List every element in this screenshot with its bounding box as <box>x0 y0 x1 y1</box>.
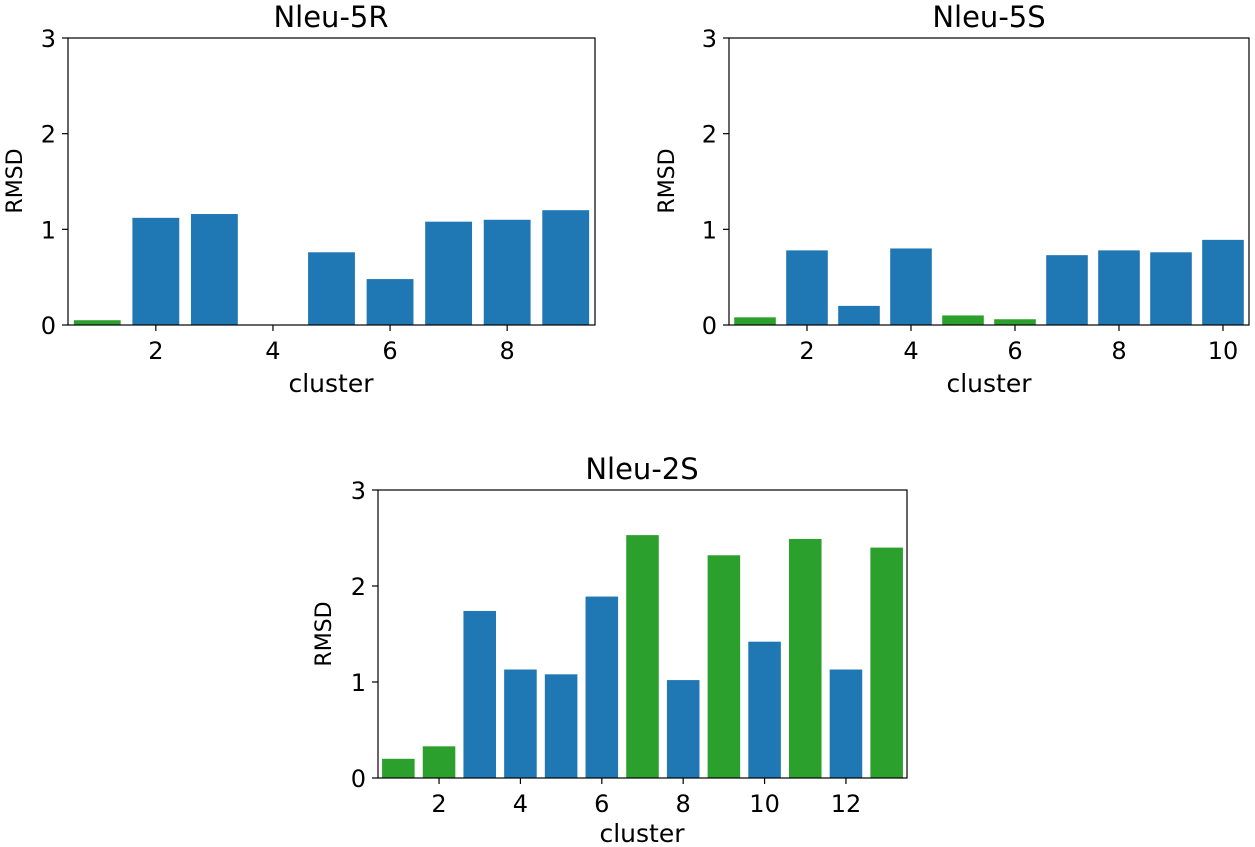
y-tick-label: 1 <box>41 216 56 244</box>
x-tick-label: 10 <box>749 790 780 818</box>
x-axis-label: cluster <box>946 369 1032 398</box>
bar-cluster-7 <box>1046 255 1088 325</box>
y-ticks: 0 1 2 3 <box>351 477 378 793</box>
x-tick-label: 12 <box>831 790 862 818</box>
bars <box>382 535 903 778</box>
y-tick-label: 3 <box>351 477 366 505</box>
x-tick-label: 6 <box>1007 337 1022 365</box>
bar-cluster-6 <box>994 319 1036 325</box>
bar-cluster-1 <box>734 317 776 325</box>
bar-cluster-10 <box>748 641 781 778</box>
x-tick-label: 2 <box>799 337 814 365</box>
x-axis-label: cluster <box>288 369 374 398</box>
plot-frame <box>67 37 596 326</box>
y-tick-label: 3 <box>41 25 56 53</box>
x-tick-label: 4 <box>903 337 918 365</box>
plot-frame <box>377 489 908 779</box>
x-tick-label: 8 <box>500 337 515 365</box>
x-tick-label: 8 <box>676 790 691 818</box>
x-ticks: 2 4 6 8 10 <box>799 325 1238 365</box>
y-axis-label: RMSD <box>312 601 337 666</box>
panel-nleu-5s: Nleu-5S cluster RMSD 0 1 2 3 2 4 6 8 10 <box>655 0 1250 398</box>
bar-cluster-11 <box>788 538 822 778</box>
bar-cluster-6 <box>585 596 619 778</box>
panel-title: Nleu-2S <box>585 452 698 486</box>
bar-cluster-5 <box>544 674 578 778</box>
bar-cluster-10 <box>1202 239 1244 325</box>
bar-cluster-9 <box>707 555 741 778</box>
bar-cluster-3 <box>190 214 238 325</box>
y-tick-label: 0 <box>702 312 717 340</box>
panel-nleu-5r: Nleu-5R cluster RMSD 0 1 2 3 2 4 6 8 <box>3 0 596 398</box>
bar-cluster-2 <box>132 217 180 325</box>
bar-cluster-12 <box>829 669 863 778</box>
x-ticks: 2 4 6 8 <box>148 325 515 365</box>
x-tick-label: 6 <box>382 337 397 365</box>
y-tick-label: 2 <box>41 121 56 149</box>
y-tick-label: 1 <box>702 216 717 244</box>
bar-cluster-5 <box>942 315 984 325</box>
bar-cluster-1 <box>382 758 415 778</box>
bar-cluster-9 <box>1150 252 1192 325</box>
y-tick-label: 0 <box>351 765 366 793</box>
bar-cluster-7 <box>425 221 473 325</box>
bar-cluster-9 <box>542 210 590 325</box>
x-tick-label: 8 <box>1111 337 1126 365</box>
bar-cluster-4 <box>890 248 932 325</box>
y-ticks: 0 1 2 3 <box>41 25 68 340</box>
x-axis-label: cluster <box>599 819 685 847</box>
y-axis-label: RMSD <box>655 148 680 213</box>
x-ticks: 2 4 6 8 10 12 <box>431 778 861 818</box>
bar-cluster-4 <box>504 669 537 778</box>
bar-cluster-8 <box>666 680 700 778</box>
bar-cluster-7 <box>626 535 659 778</box>
y-tick-label: 1 <box>351 669 366 697</box>
x-tick-label: 6 <box>594 790 609 818</box>
y-ticks: 0 1 2 3 <box>702 25 729 340</box>
bar-cluster-6 <box>366 279 414 325</box>
bar-cluster-3 <box>463 610 496 778</box>
bar-cluster-2 <box>786 250 828 325</box>
plot-frame <box>728 37 1250 326</box>
bar-cluster-8 <box>1098 250 1140 325</box>
bars <box>734 239 1244 325</box>
bars <box>73 210 590 325</box>
x-tick-label: 2 <box>148 337 163 365</box>
x-tick-label: 4 <box>265 337 280 365</box>
y-tick-label: 2 <box>702 121 717 149</box>
panel-title: Nleu-5R <box>273 0 388 34</box>
y-tick-label: 3 <box>702 25 717 53</box>
bar-cluster-13 <box>870 547 903 778</box>
x-tick-label: 4 <box>513 790 528 818</box>
bar-cluster-1 <box>73 320 121 325</box>
x-tick-label: 2 <box>431 790 446 818</box>
bar-cluster-8 <box>483 219 531 325</box>
bar-cluster-5 <box>308 252 355 325</box>
y-tick-label: 2 <box>351 573 366 601</box>
x-tick-label: 10 <box>1208 337 1239 365</box>
panel-title: Nleu-5S <box>932 0 1045 34</box>
bar-cluster-2 <box>422 746 456 778</box>
y-tick-label: 0 <box>41 312 56 340</box>
bar-cluster-3 <box>838 305 880 325</box>
y-axis-label: RMSD <box>3 148 28 213</box>
